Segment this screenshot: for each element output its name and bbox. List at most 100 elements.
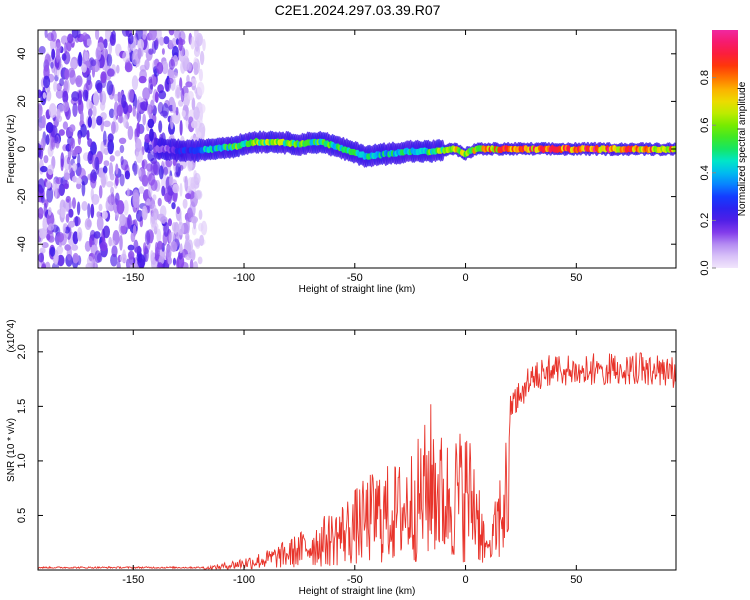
- noise-speckle: [46, 186, 54, 203]
- noise-speckle: [72, 102, 78, 117]
- noise-speckle: [136, 110, 142, 123]
- noise-speckle: [44, 261, 51, 268]
- noise-speckle: [38, 178, 45, 194]
- noise-speckle: [56, 232, 65, 243]
- noise-speckle: [148, 48, 154, 55]
- noise-speckle: [197, 35, 203, 47]
- noise-speckle: [131, 49, 140, 66]
- noise-speckle: [135, 209, 144, 222]
- colorbar-tick-label: 0.6: [699, 118, 711, 133]
- noise-speckle: [109, 33, 117, 47]
- noise-speckle: [84, 51, 89, 61]
- noise-speckle: [150, 161, 158, 176]
- noise-speckle: [152, 194, 157, 201]
- noise-speckle: [71, 91, 80, 102]
- noise-speckle: [94, 156, 100, 171]
- noise-speckle: [58, 129, 65, 136]
- noise-speckle: [114, 93, 119, 102]
- noise-speckle: [92, 171, 98, 182]
- noise-speckle: [107, 194, 116, 206]
- noise-speckle: [140, 126, 144, 134]
- noise-speckle: [81, 181, 86, 197]
- noise-speckle: [68, 220, 75, 228]
- noise-speckle: [155, 30, 162, 40]
- noise-speckle: [77, 90, 82, 105]
- noise-speckle: [38, 122, 43, 131]
- noise-speckle: [107, 139, 114, 155]
- noise-speckle: [134, 246, 142, 255]
- noise-speckle: [64, 42, 68, 55]
- noise-speckle: [158, 120, 163, 133]
- noise-speckle: [184, 49, 189, 59]
- x-tick-label: 0: [462, 272, 468, 284]
- noise-speckle: [43, 75, 51, 89]
- noise-speckle: [198, 209, 203, 220]
- noise-speckle: [171, 45, 179, 59]
- noise-speckle: [146, 198, 151, 206]
- noise-speckle: [192, 261, 199, 268]
- noise-speckle: [176, 254, 185, 268]
- noise-speckle: [186, 74, 190, 84]
- noise-speckle: [43, 64, 50, 80]
- noise-speckle: [69, 59, 78, 70]
- noise-speckle: [86, 38, 92, 47]
- noise-speckle: [122, 249, 126, 262]
- noise-speckle: [62, 223, 66, 234]
- noise-speckle: [62, 179, 69, 189]
- noise-speckle: [61, 53, 67, 61]
- noise-speckle: [147, 144, 154, 151]
- noise-speckle: [150, 250, 154, 262]
- noise-speckle: [60, 207, 66, 218]
- noise-speckle: [182, 198, 188, 209]
- noise-speckle: [100, 90, 107, 106]
- noise-speckle: [39, 228, 47, 240]
- noise-speckle: [127, 244, 135, 251]
- noise-speckle: [87, 116, 93, 128]
- noise-speckle: [181, 110, 186, 118]
- noise-speckle: [180, 87, 185, 103]
- noise-speckle: [178, 37, 183, 52]
- noise-speckle: [119, 234, 123, 251]
- noise-speckle: [123, 199, 129, 216]
- noise-speckle: [157, 197, 162, 207]
- noise-speckle: [76, 201, 81, 216]
- y-tick-label: 2.0: [16, 344, 28, 359]
- noise-speckle: [132, 192, 140, 209]
- y-axis-label: Frequency (Hz): [6, 115, 17, 184]
- noise-speckle: [111, 121, 116, 135]
- noise-speckle: [119, 213, 126, 227]
- noise-speckle: [42, 92, 47, 99]
- x-tick-label: 50: [570, 272, 582, 284]
- noise-speckle: [119, 173, 125, 187]
- noise-speckle: [199, 234, 205, 247]
- colorbar-tick-label: 0.0: [699, 260, 711, 275]
- noise-speckle: [46, 89, 52, 102]
- noise-speckle: [72, 163, 77, 172]
- y-tick-label: 40: [16, 48, 28, 60]
- noise-speckle: [38, 103, 43, 118]
- noise-speckle: [140, 101, 149, 111]
- noise-speckle: [101, 210, 108, 220]
- noise-speckle: [82, 89, 89, 102]
- noise-speckle: [90, 188, 95, 201]
- noise-speckle: [42, 216, 48, 232]
- noise-speckle: [185, 81, 193, 88]
- noise-speckle: [190, 176, 196, 190]
- noise-speckle: [110, 186, 115, 195]
- snr-axes-frame: [37, 329, 677, 571]
- noise-speckle: [49, 246, 56, 257]
- noise-speckle: [165, 244, 172, 260]
- noise-speckle: [66, 156, 70, 165]
- noise-speckle: [179, 245, 183, 254]
- noise-speckle: [111, 245, 118, 258]
- noise-speckle: [43, 202, 48, 218]
- noise-speckle: [127, 214, 132, 230]
- noise-speckle: [68, 142, 74, 152]
- noise-speckle: [98, 203, 103, 212]
- noise-speckle: [156, 262, 164, 268]
- noise-speckle: [189, 201, 196, 218]
- noise-speckle: [121, 30, 130, 37]
- noise-speckle: [43, 155, 49, 164]
- noise-speckle: [168, 30, 175, 36]
- noise-speckle: [175, 106, 179, 116]
